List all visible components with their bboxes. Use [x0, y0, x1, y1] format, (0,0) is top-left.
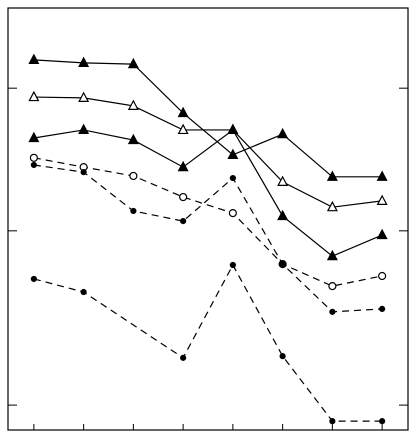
marker [78, 123, 90, 135]
marker [376, 194, 388, 205]
marker [80, 169, 87, 176]
marker [177, 106, 189, 118]
marker [326, 200, 338, 212]
marker [279, 261, 286, 268]
marker [279, 353, 286, 360]
marker [227, 148, 239, 159]
marker [227, 123, 239, 135]
marker [127, 57, 139, 69]
marker [329, 418, 336, 425]
marker [177, 123, 189, 135]
marker [379, 418, 386, 425]
marker [326, 170, 338, 181]
marker [28, 53, 40, 65]
marker [179, 192, 188, 202]
series-line [33, 59, 383, 178]
marker [378, 271, 387, 281]
marker [328, 281, 337, 291]
series-line [33, 164, 383, 313]
marker [30, 161, 37, 169]
marker [130, 207, 137, 215]
marker [277, 209, 289, 221]
marker [28, 131, 40, 143]
series-line [33, 157, 383, 287]
marker [277, 127, 289, 139]
marker [376, 170, 388, 181]
series-line [33, 96, 383, 208]
marker [228, 208, 237, 218]
marker [379, 305, 386, 312]
marker [127, 133, 139, 145]
marker [30, 275, 37, 283]
marker [78, 56, 90, 67]
series-line [33, 129, 383, 257]
marker [180, 354, 187, 361]
marker [326, 249, 338, 261]
plot-frame [7, 7, 409, 431]
marker [277, 175, 289, 186]
marker [28, 90, 40, 102]
marker [376, 228, 388, 240]
marker [29, 153, 38, 162]
marker [229, 174, 236, 182]
marker [129, 171, 138, 181]
marker [329, 308, 336, 315]
marker [180, 218, 187, 225]
marker [229, 261, 236, 269]
marker [78, 91, 90, 102]
marker [127, 99, 139, 111]
marker [177, 160, 189, 172]
marker [80, 288, 87, 296]
